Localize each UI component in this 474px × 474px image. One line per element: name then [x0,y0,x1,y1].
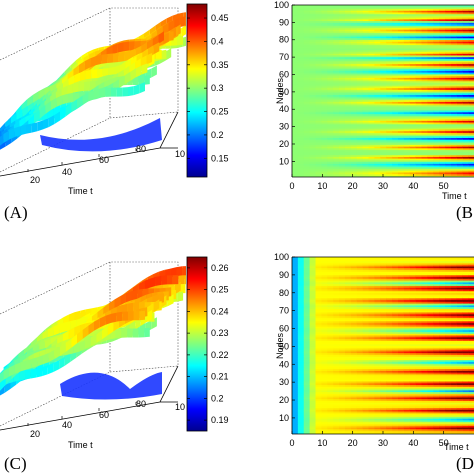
ytick-d-1: 20 [279,395,289,405]
ytick-b-7: 80 [279,35,289,45]
xtick-c-1: 40 [62,420,72,430]
xtick-d-1: 10 [317,438,327,448]
surface-c-underside [60,372,162,400]
xtick-c-0: 20 [30,429,40,439]
xlabel-c: Time t [68,440,93,450]
colorbar-a-tick-6: 0.15 [211,153,229,163]
colorbar-c-tick-6: 0.2 [211,393,224,403]
ytick-b-6: 70 [279,52,289,62]
xlabel-d: Time t [444,442,469,452]
colorbar-c: 0.26 0.25 0.24 0.23 0.22 0.21 0.2 0.19 [186,256,229,432]
colorbar-c-tick-5: 0.21 [211,372,229,382]
depth-tick-a: 10 [175,149,185,159]
xtick-a-3: 80 [136,144,146,154]
xtick-a-1: 40 [62,167,72,177]
surface-a-underside [40,118,162,152]
colorbar-a-tick-2: 0.35 [211,60,229,70]
ytick-b-0: 10 [279,156,289,166]
surface-plot-c: 20 40 60 80 10 Time t [0,261,186,450]
ytick-b-5: 60 [279,69,289,79]
ytick-b-9: 100 [274,0,289,10]
ylabel-d: Nodes [275,332,285,359]
heatmap-d: 0 10 20 30 40 50 10 20 30 40 50 60 70 80 90 100 Nodes T… [274,252,474,452]
colorbar-c-tick-7: 0.19 [211,415,229,425]
xtick-c-3: 80 [136,399,146,409]
ytick-b-4: 50 [279,87,289,97]
ytick-d-4: 50 [279,341,289,351]
colorbar-c-tick-2: 0.24 [211,306,229,316]
ytick-d-5: 60 [279,324,289,334]
xtick-a-0: 20 [30,175,40,185]
ytick-d-8: 90 [279,270,289,280]
panel-label-a: (A) [4,203,28,222]
ytick-d-2: 30 [279,377,289,387]
ylabel-b: Nodes [275,77,285,104]
depth-tick-c: 10 [175,402,185,412]
xtick-b-2: 20 [348,181,358,191]
colorbar-a: 0.45 0.4 0.35 0.3 0.25 0.2 0.15 [186,3,229,178]
ytick-b-8: 90 [279,17,289,27]
xtick-b-3: 30 [378,181,388,191]
xtick-d-5: 50 [439,438,449,448]
surface-a [0,12,186,152]
xtick-c-2: 60 [99,410,109,420]
xtick-b-4: 40 [408,181,418,191]
ytick-d-7: 80 [279,288,289,298]
surface-plot-a: 20 40 60 80 10 Time t [0,7,186,196]
panel-label-d: (D [456,454,474,473]
ytick-b-1: 20 [279,139,289,149]
ytick-d-9: 100 [274,252,289,262]
colorbar-a-tick-4: 0.25 [211,107,229,117]
heatmap-b: 0 10 20 30 40 50 10 20 30 40 50 60 70 80 90 100 Nodes T… [274,0,474,201]
colorbar-a-gradient [186,3,208,178]
ytick-d-3: 40 [279,359,289,369]
colorbar-c-tick-3: 0.23 [211,328,229,338]
xtick-d-4: 40 [408,438,418,448]
panel-label-b: (B [456,203,473,222]
xtick-b-0: 0 [289,181,294,191]
colorbar-a-tick-3: 0.3 [211,83,224,93]
xtick-d-2: 20 [348,438,358,448]
colorbar-c-tick-4: 0.22 [211,350,229,360]
xtick-b-1: 10 [317,181,327,191]
xtick-d-3: 30 [378,438,388,448]
xtick-d-0: 0 [289,438,294,448]
ytick-d-0: 10 [279,413,289,423]
xtick-a-2: 60 [99,155,109,165]
xtick-b-5: 50 [439,181,449,191]
xlabel-a: Time t [68,186,93,196]
panel-label-c: (C) [4,454,27,473]
surface-c [0,266,186,400]
colorbar-c-gradient [186,256,208,432]
colorbar-c-tick-0: 0.26 [211,263,229,273]
colorbar-a-tick-5: 0.2 [211,130,224,140]
colorbar-a-tick-1: 0.4 [211,36,224,46]
colorbar-a-tick-0: 0.45 [211,13,229,23]
colorbar-c-tick-1: 0.25 [211,285,229,295]
ytick-b-2: 30 [279,122,289,132]
ytick-b-3: 40 [279,104,289,114]
xlabel-b: Time t [442,191,467,201]
ytick-d-6: 70 [279,306,289,316]
